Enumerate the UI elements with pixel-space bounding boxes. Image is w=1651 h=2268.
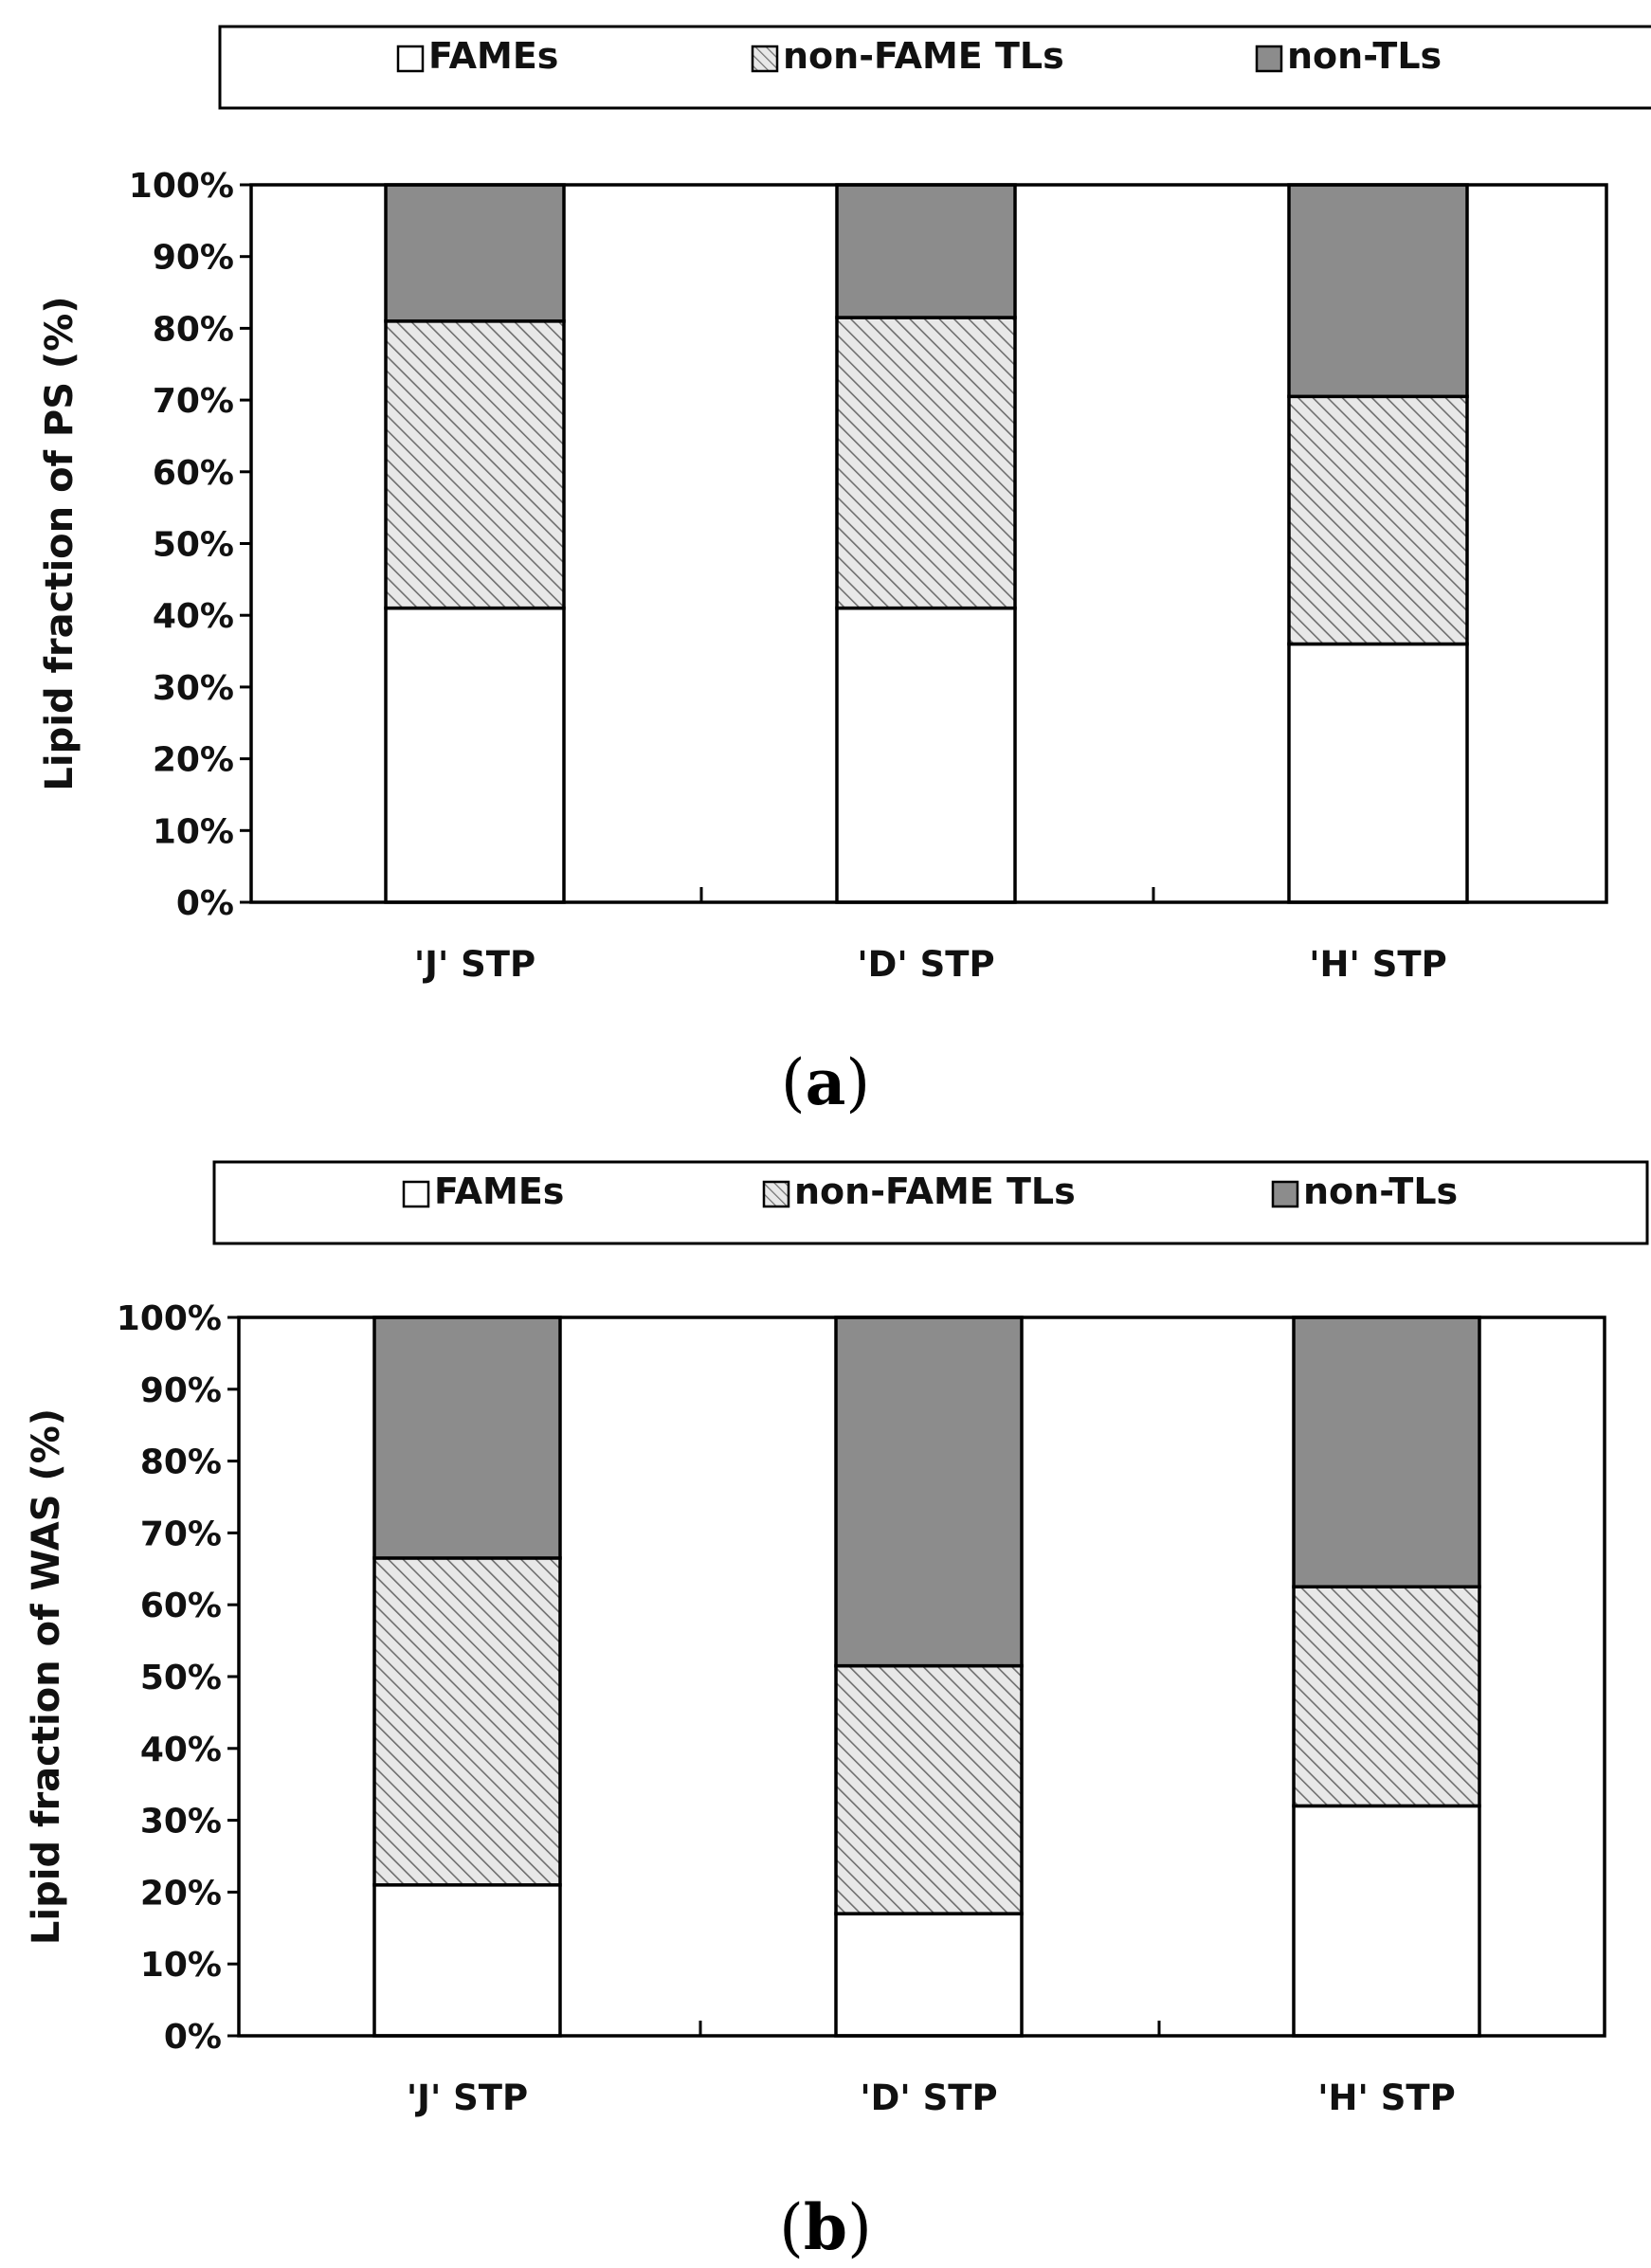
chart-panel-a: FAMEs non-FAME TLs non-TLs 'J' STP 'D' STP 'H… bbox=[0, 0, 1651, 1128]
bar-b-1-2 bbox=[834, 1315, 1024, 1668]
legend-label-a-1: non-FAME TLs bbox=[783, 35, 1064, 77]
legend-label-a-0: FAMEs bbox=[428, 35, 558, 77]
bar-b-1-1 bbox=[834, 1663, 1024, 1915]
category-label-a-1: 'D' STP bbox=[857, 944, 994, 985]
y-tick-label-b-2: 20% bbox=[140, 1874, 222, 1913]
y-tick-label-b-0: 0% bbox=[164, 2018, 222, 2057]
bar-b-2-0 bbox=[1292, 1804, 1481, 2038]
y-tick-label-a-7: 70% bbox=[153, 382, 234, 421]
y-tick-label-a-1: 10% bbox=[153, 812, 234, 851]
y-tick-label-a-10: 100% bbox=[129, 167, 234, 206]
y-tick-label-b-5: 50% bbox=[140, 1659, 222, 1697]
chart-a-svg: FAMEs non-FAME TLs non-TLs 'J' STP 'D' STP 'H… bbox=[38, 25, 1651, 1119]
y-axis-title-a: Lipid fraction of PS (%) bbox=[38, 296, 82, 790]
y-tick-label-b-9: 90% bbox=[140, 1371, 222, 1410]
legend-label-a-2: non-TLs bbox=[1287, 35, 1442, 77]
y-tick-label-a-8: 80% bbox=[153, 310, 234, 349]
y-axis-title-b: Lipid fraction of WAS (%) bbox=[25, 1408, 68, 1945]
legend-swatch-a-0 bbox=[396, 45, 425, 73]
legend-swatch-a-2 bbox=[1255, 45, 1283, 73]
bar-a-2-0 bbox=[1287, 642, 1469, 904]
bar-a-1-1 bbox=[835, 316, 1017, 610]
bar-a-1-0 bbox=[835, 606, 1017, 904]
bar-b-0-0 bbox=[372, 1883, 562, 2038]
caption-close-a: ) bbox=[845, 1046, 870, 1119]
bar-b-1-0 bbox=[834, 1912, 1024, 2038]
y-tick-label-a-4: 40% bbox=[153, 597, 234, 636]
bar-a-2-1 bbox=[1287, 394, 1469, 646]
caption-letter-b: b bbox=[804, 2190, 847, 2264]
category-label-b-2: 'H' STP bbox=[1317, 2077, 1456, 2118]
chart-b-svg: FAMEs non-FAME TLs non-TLs 'J' STP 'D' STP 'H… bbox=[25, 1160, 1649, 2264]
legend-box-a bbox=[218, 25, 1651, 110]
chart-panel-b: FAMEs non-FAME TLs non-TLs 'J' STP 'D' STP 'H… bbox=[0, 1128, 1651, 2268]
bar-a-0-1 bbox=[384, 319, 566, 610]
y-tick-label-b-6: 60% bbox=[140, 1587, 222, 1625]
bar-a-2-2 bbox=[1287, 183, 1469, 399]
caption-open-b: ( bbox=[779, 2191, 804, 2264]
y-tick-label-b-3: 30% bbox=[140, 1803, 222, 1842]
caption-a: (a) bbox=[781, 1045, 870, 1119]
legend-label-b-2: non-TLs bbox=[1303, 1170, 1458, 1212]
y-tick-label-a-0: 0% bbox=[176, 884, 234, 923]
legend-box-b bbox=[212, 1160, 1649, 1245]
y-tick-label-b-8: 80% bbox=[140, 1443, 222, 1482]
bar-a-0-0 bbox=[384, 606, 566, 904]
y-tick-label-a-3: 30% bbox=[153, 669, 234, 708]
y-tick-label-a-2: 20% bbox=[153, 741, 234, 780]
legend-label-b-1: non-FAME TLs bbox=[794, 1170, 1076, 1212]
bar-b-2-1 bbox=[1292, 1585, 1481, 1808]
legend-swatch-a-1 bbox=[751, 45, 779, 73]
legend-label-b-0: FAMEs bbox=[434, 1170, 564, 1212]
bar-a-1-2 bbox=[835, 183, 1017, 319]
y-tick-label-b-4: 40% bbox=[140, 1731, 222, 1769]
bar-b-0-2 bbox=[372, 1315, 562, 1560]
bar-b-0-1 bbox=[372, 1556, 562, 1887]
legend-swatch-b-1 bbox=[762, 1180, 790, 1208]
category-label-b-1: 'D' STP bbox=[860, 2077, 997, 2118]
y-tick-label-a-9: 90% bbox=[153, 239, 234, 278]
category-label-a-2: 'H' STP bbox=[1309, 944, 1447, 985]
y-tick-label-b-1: 10% bbox=[140, 1946, 222, 1985]
y-tick-label-a-5: 50% bbox=[153, 526, 234, 565]
caption-close-b: ) bbox=[847, 2191, 872, 2264]
y-tick-label-b-7: 70% bbox=[140, 1515, 222, 1553]
bar-b-2-2 bbox=[1292, 1315, 1481, 1588]
caption-b: (b) bbox=[779, 2190, 872, 2264]
category-label-a-0: 'J' STP bbox=[414, 944, 535, 985]
bar-a-0-2 bbox=[384, 183, 566, 323]
category-label-b-0: 'J' STP bbox=[407, 2077, 528, 2118]
legend-swatch-b-0 bbox=[402, 1180, 430, 1208]
y-tick-label-b-10: 100% bbox=[117, 1299, 222, 1338]
caption-open-a: ( bbox=[781, 1046, 806, 1119]
y-tick-label-a-6: 60% bbox=[153, 454, 234, 493]
legend-swatch-b-2 bbox=[1271, 1180, 1299, 1208]
caption-letter-a: a bbox=[806, 1045, 846, 1119]
